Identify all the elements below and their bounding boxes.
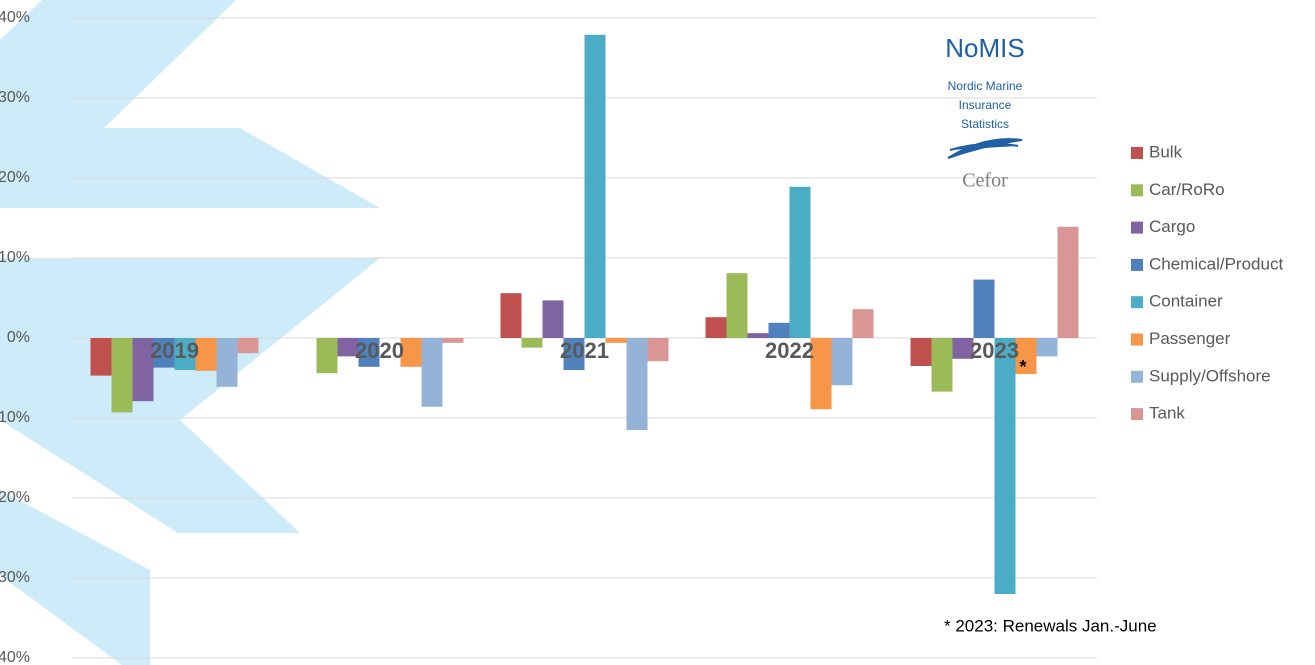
bar: [831, 338, 853, 386]
legend-label: Passenger: [1149, 329, 1231, 348]
legend-label: Chemical/Product: [1149, 254, 1283, 273]
bar: [810, 338, 832, 410]
bar: [1015, 338, 1037, 374]
bar: [358, 338, 380, 367]
bar: [789, 186, 811, 338]
logo-subtitle: Insurance: [959, 98, 1012, 112]
bar: [910, 338, 932, 366]
x-tick-label: 2019: [150, 338, 199, 363]
legend-label: Supply/Offshore: [1149, 366, 1271, 385]
legend-swatch: [1131, 408, 1143, 421]
chevron: [0, 0, 380, 208]
x-tick-label: 2022: [765, 338, 814, 363]
bar: [973, 279, 995, 338]
y-tick-label: 0%: [7, 329, 30, 346]
x-tick-label: 2021: [560, 338, 609, 363]
legend-swatch: [1131, 184, 1143, 197]
bar: [952, 338, 974, 359]
annotation: * 2023: Renewals Jan.-June: [944, 616, 1157, 635]
bar: [111, 338, 133, 413]
legend-swatch: [1131, 258, 1143, 271]
bar: [1036, 338, 1058, 357]
bar: [542, 300, 564, 338]
logo-wave: [947, 138, 1023, 159]
bar: [605, 338, 627, 343]
legend-label: Container: [1149, 292, 1223, 311]
logo-subtitle: Statistics: [961, 117, 1009, 131]
logo-subtitle: Nordic Marine: [948, 79, 1023, 93]
bar: [400, 338, 422, 367]
bar: [852, 309, 874, 338]
logo-brand: Cefor: [962, 170, 1008, 192]
bar: [521, 338, 543, 348]
bar: [1057, 226, 1079, 338]
legend-label: Car/RoRo: [1149, 180, 1225, 199]
logo: NoMIS Nordic Marine Insurance Statistics…: [945, 33, 1024, 192]
legend-swatch: [1131, 221, 1143, 234]
x-tick-label: 2020: [355, 338, 404, 363]
legend-label: Cargo: [1149, 217, 1195, 236]
bar: [153, 338, 175, 368]
y-tick-label: -30%: [0, 569, 30, 586]
legend-swatch: [1131, 370, 1143, 383]
bar: [626, 338, 648, 430]
bar: [705, 317, 727, 338]
bar: [174, 338, 196, 370]
y-tick-label: -10%: [0, 409, 30, 426]
legend-swatch: [1131, 147, 1143, 159]
chevron: [0, 258, 380, 533]
y-tick-label: 20%: [0, 169, 30, 186]
bar: [442, 338, 464, 343]
bar: [747, 333, 769, 338]
y-tick-label: -40%: [0, 649, 30, 665]
legend-label: Bulk: [1149, 142, 1183, 161]
bar: [132, 338, 154, 402]
bar: [90, 338, 112, 376]
bar: [316, 338, 338, 374]
bar: [994, 338, 1016, 594]
x-tick-label: 2023: [970, 338, 1019, 363]
legend-label: Tank: [1149, 404, 1185, 423]
legend-swatch: [1131, 296, 1143, 309]
bar: [216, 338, 238, 387]
bar: [195, 338, 217, 371]
logo-title: NoMIS: [945, 33, 1024, 63]
background-chevrons: [0, 0, 380, 665]
bar: [647, 338, 669, 362]
bar: [931, 338, 953, 392]
bar: [337, 338, 359, 357]
legend-swatch: [1131, 333, 1143, 346]
bar: [500, 293, 522, 338]
bar: [768, 322, 790, 338]
bar: [563, 338, 585, 370]
y-tick-label: -20%: [0, 489, 30, 506]
annotation: *: [1019, 357, 1026, 377]
y-tick-label: 10%: [0, 249, 30, 266]
bar: [237, 338, 259, 354]
y-tick-label: 30%: [0, 89, 30, 106]
bar: [726, 273, 748, 338]
y-tick-label: 40%: [0, 9, 30, 26]
bar: [421, 338, 443, 407]
bar: [584, 34, 606, 339]
